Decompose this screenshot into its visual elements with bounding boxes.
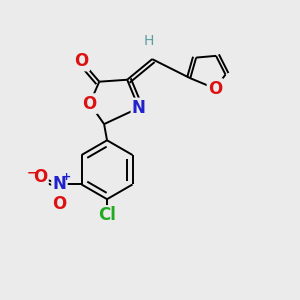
Text: O: O [208,80,222,98]
Text: N: N [132,99,146,117]
Text: O: O [82,94,97,112]
Text: O: O [33,168,47,186]
Text: Cl: Cl [98,206,116,224]
Text: +: + [62,172,71,182]
Text: O: O [74,52,89,70]
Text: H: H [144,34,154,49]
Text: O: O [52,195,67,213]
Text: N: N [52,176,66,194]
Text: −: − [27,166,37,179]
